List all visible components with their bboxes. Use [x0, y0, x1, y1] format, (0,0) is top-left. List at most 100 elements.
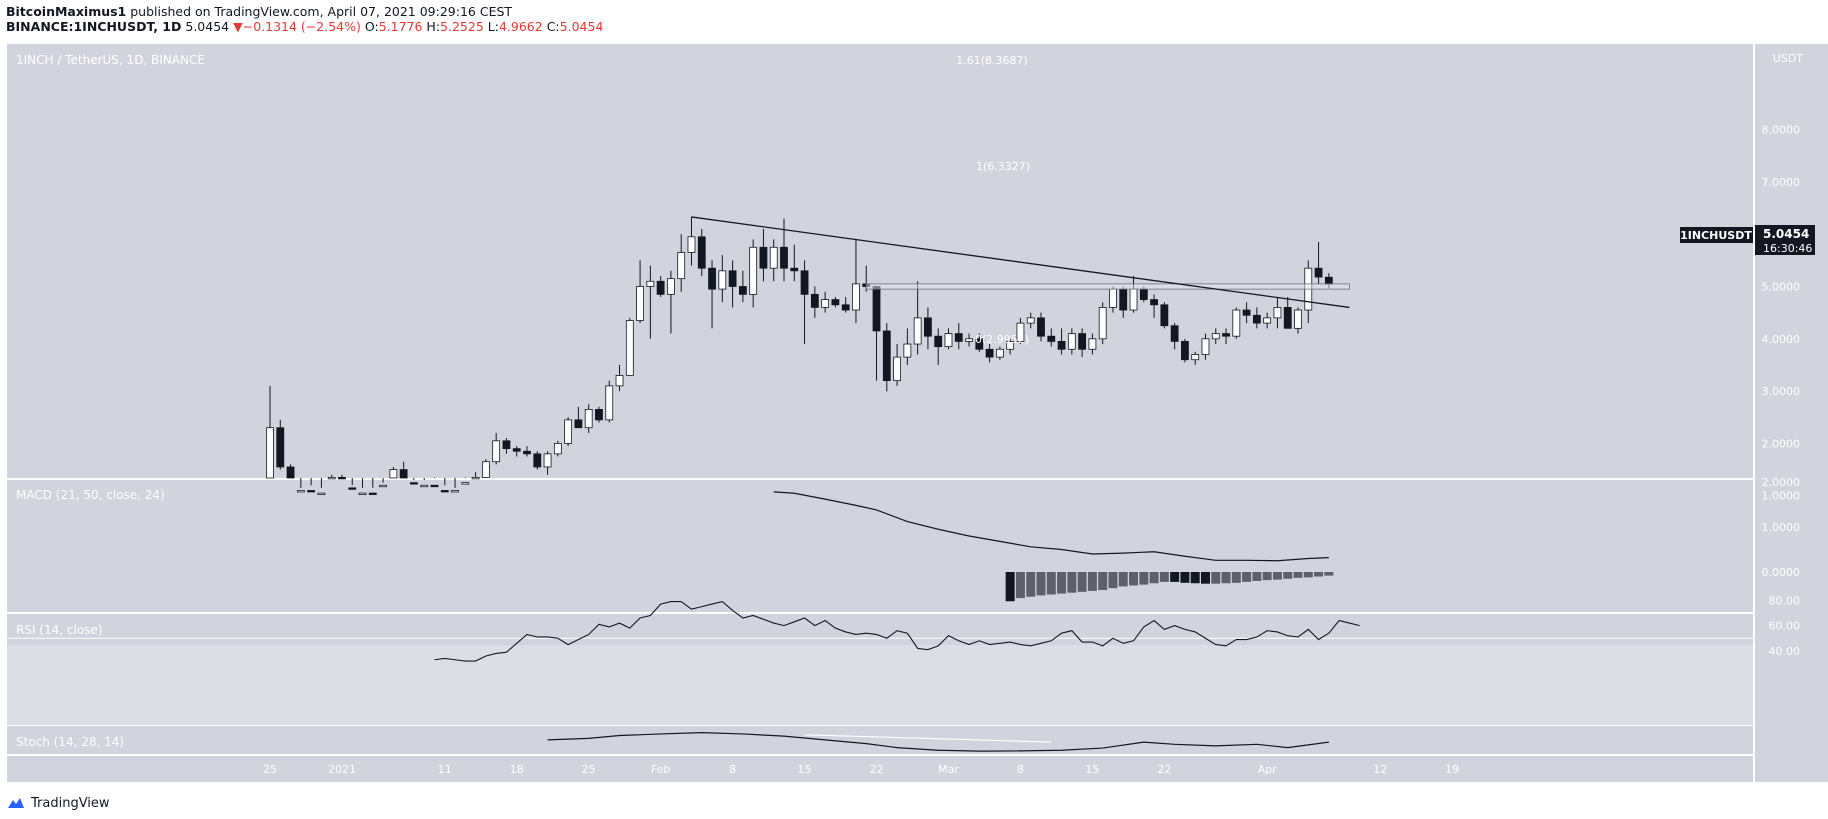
- candle-body: [636, 286, 644, 321]
- candle-body: [317, 492, 326, 495]
- rsi-line: [434, 600, 1360, 662]
- macd-histogram-bar: [1170, 572, 1180, 582]
- candle-body: [389, 469, 398, 479]
- candle-body: [852, 283, 860, 311]
- candle-body: [461, 482, 470, 485]
- stoch-pane-background[interactable]: [7, 726, 1753, 754]
- candle-body: [430, 484, 439, 488]
- candle-body: [800, 270, 809, 295]
- footer-brand[interactable]: TradingView: [31, 795, 110, 811]
- candle-body: [1098, 307, 1107, 340]
- macd-pane-label: MACD (21, 50, close, 24): [16, 488, 165, 502]
- price-unit-label: USDT: [1773, 52, 1804, 65]
- macd-pane-background[interactable]: [7, 480, 1753, 612]
- macd-tick-label: 2.0000: [1762, 476, 1801, 489]
- time-tick-label: 18: [510, 763, 524, 776]
- rsi-band: [7, 645, 1753, 725]
- publish-line: BitcoinMaximus1 published on TradingView…: [6, 4, 512, 19]
- candle-body: [348, 487, 357, 490]
- price-tag-value: 5.0454: [1763, 227, 1809, 241]
- macd-histogram-bar: [1005, 572, 1015, 602]
- candle-body: [1109, 288, 1117, 308]
- time-tick-label: 11: [438, 763, 452, 776]
- last-price-tag[interactable]: 1INCHUSDT 5.0454 16:30:46: [1680, 225, 1815, 255]
- price-tick-label: 5.0000: [1762, 281, 1801, 294]
- macd-histogram-bar: [1303, 572, 1313, 578]
- candle-body: [872, 286, 881, 332]
- down-arrow-icon: ▼: [233, 19, 243, 34]
- candle-body: [564, 419, 573, 444]
- time-axis[interactable]: [7, 756, 1753, 782]
- macd-histogram-bar: [1242, 572, 1252, 582]
- time-tick-label: 8: [1017, 763, 1024, 776]
- candle-body: [677, 252, 686, 280]
- author-name[interactable]: BitcoinMaximus1: [6, 4, 127, 19]
- symbol-tag-bg: [1680, 227, 1753, 243]
- candle-body: [769, 246, 778, 269]
- macd-histogram-bar: [1057, 572, 1067, 594]
- candle-body: [646, 280, 655, 287]
- macd-histogram-bar: [1252, 572, 1262, 581]
- macd-line: [773, 491, 1329, 562]
- candle-body: [1139, 288, 1148, 300]
- macd-histogram-bar: [1026, 572, 1036, 597]
- candle-body: [1242, 309, 1251, 316]
- macd-histogram-bar: [1283, 572, 1293, 579]
- candle-body: [543, 453, 552, 468]
- macd-histogram-bar: [1293, 572, 1303, 578]
- price-tag-countdown: 16:30:46: [1763, 242, 1812, 255]
- time-tick-label: 12: [1373, 763, 1387, 776]
- candle-body: [738, 286, 747, 295]
- rsi-tick-label: 80.00: [1769, 594, 1801, 607]
- candle-body: [893, 356, 901, 382]
- candle-body: [821, 299, 830, 308]
- publish-info: published on TradingView.com, April 07, …: [126, 4, 513, 19]
- candle-body: [625, 320, 634, 376]
- tradingview-logo-icon[interactable]: [6, 796, 26, 810]
- macd-histogram-bar: [1272, 572, 1282, 580]
- price-chart[interactable]: 1INCH / TetherUS, 1D, BINANCE MACD (21, …: [0, 0, 1828, 790]
- candle-body: [1232, 309, 1241, 337]
- candle-body: [697, 236, 706, 269]
- candle-body: [595, 409, 603, 421]
- high-value: 5.2525: [440, 19, 484, 34]
- fib-level-label: 0(2.9952): [975, 333, 1029, 346]
- price-tick-label: 3.0000: [1762, 385, 1801, 398]
- main-pane-label: 1INCH / TetherUS, 1D, BINANCE: [16, 53, 205, 67]
- candle-body: [1119, 288, 1128, 311]
- time-tick-label: 22: [870, 763, 884, 776]
- candle-body: [831, 299, 840, 306]
- close-label: C:: [546, 19, 560, 34]
- macd-histogram-bar: [1108, 572, 1118, 589]
- candle-body: [954, 333, 963, 342]
- candle-body: [1181, 341, 1189, 361]
- macd-tick-label: 1.0000: [1762, 521, 1801, 534]
- chart-header: BitcoinMaximus1 published on TradingView…: [0, 0, 1828, 44]
- candle-body: [338, 476, 346, 480]
- main-pane-background[interactable]: [7, 44, 1753, 478]
- candle-body: [307, 490, 316, 493]
- candle-body: [553, 442, 562, 455]
- candle-body: [687, 236, 696, 253]
- price-axis[interactable]: [1755, 44, 1828, 782]
- time-tick-label: 25: [582, 763, 596, 776]
- macd-histogram-bar: [1139, 572, 1149, 585]
- candle-body: [656, 280, 665, 295]
- macd-histogram-bar: [1077, 572, 1087, 592]
- candle-body: [1088, 338, 1097, 350]
- macd-histogram-bar: [1046, 572, 1056, 595]
- candle-body: [481, 461, 490, 478]
- candle-body: [1037, 317, 1045, 337]
- candle-body: [944, 333, 953, 348]
- price-tick-label: 1.0000: [1762, 490, 1801, 503]
- candle-body: [533, 453, 542, 468]
- candle-body: [296, 490, 305, 493]
- candle-body: [1294, 309, 1302, 329]
- high-label: H:: [426, 19, 441, 34]
- candle-body: [1191, 354, 1200, 361]
- candle-body: [1273, 307, 1282, 319]
- macd-histogram-bar: [1036, 572, 1046, 596]
- drawing-overlays: 1.61(8.3687) 1(6.3327) 0(2.9952): [691, 54, 1350, 346]
- candle-body: [1252, 314, 1261, 324]
- candle-body: [584, 409, 593, 429]
